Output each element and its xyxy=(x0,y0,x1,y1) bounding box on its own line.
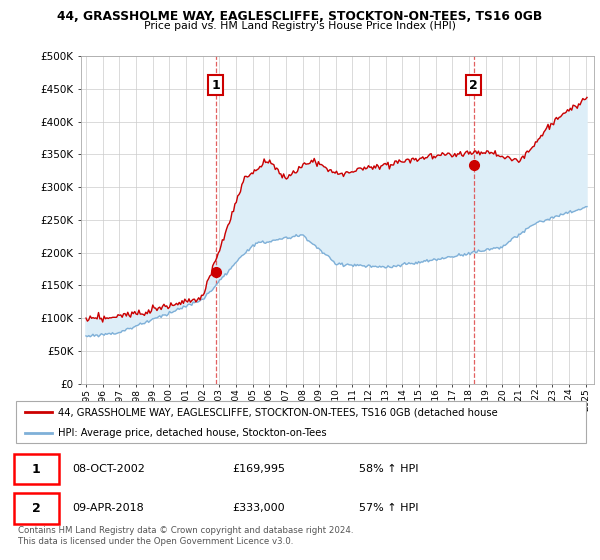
Text: This data is licensed under the Open Government Licence v3.0.: This data is licensed under the Open Gov… xyxy=(18,538,293,547)
Text: 09-APR-2018: 09-APR-2018 xyxy=(73,503,144,514)
Text: 44, GRASSHOLME WAY, EAGLESCLIFFE, STOCKTON-ON-TEES, TS16 0GB: 44, GRASSHOLME WAY, EAGLESCLIFFE, STOCKT… xyxy=(58,10,542,23)
Text: 1: 1 xyxy=(211,79,220,92)
Text: 2: 2 xyxy=(32,502,41,515)
Text: 08-OCT-2002: 08-OCT-2002 xyxy=(73,464,145,474)
Text: 2: 2 xyxy=(469,79,478,92)
Text: 44, GRASSHOLME WAY, EAGLESCLIFFE, STOCKTON-ON-TEES, TS16 0GB (detached house: 44, GRASSHOLME WAY, EAGLESCLIFFE, STOCKT… xyxy=(58,407,498,417)
Text: 1: 1 xyxy=(32,463,41,475)
Text: 58% ↑ HPI: 58% ↑ HPI xyxy=(359,464,418,474)
Text: 57% ↑ HPI: 57% ↑ HPI xyxy=(359,503,418,514)
FancyBboxPatch shape xyxy=(16,401,586,444)
FancyBboxPatch shape xyxy=(14,454,59,484)
Text: £333,000: £333,000 xyxy=(233,503,286,514)
FancyBboxPatch shape xyxy=(14,493,59,524)
Text: £169,995: £169,995 xyxy=(233,464,286,474)
Text: Price paid vs. HM Land Registry's House Price Index (HPI): Price paid vs. HM Land Registry's House … xyxy=(144,21,456,31)
Text: HPI: Average price, detached house, Stockton-on-Tees: HPI: Average price, detached house, Stoc… xyxy=(58,428,326,438)
Text: Contains HM Land Registry data © Crown copyright and database right 2024.: Contains HM Land Registry data © Crown c… xyxy=(18,526,353,535)
